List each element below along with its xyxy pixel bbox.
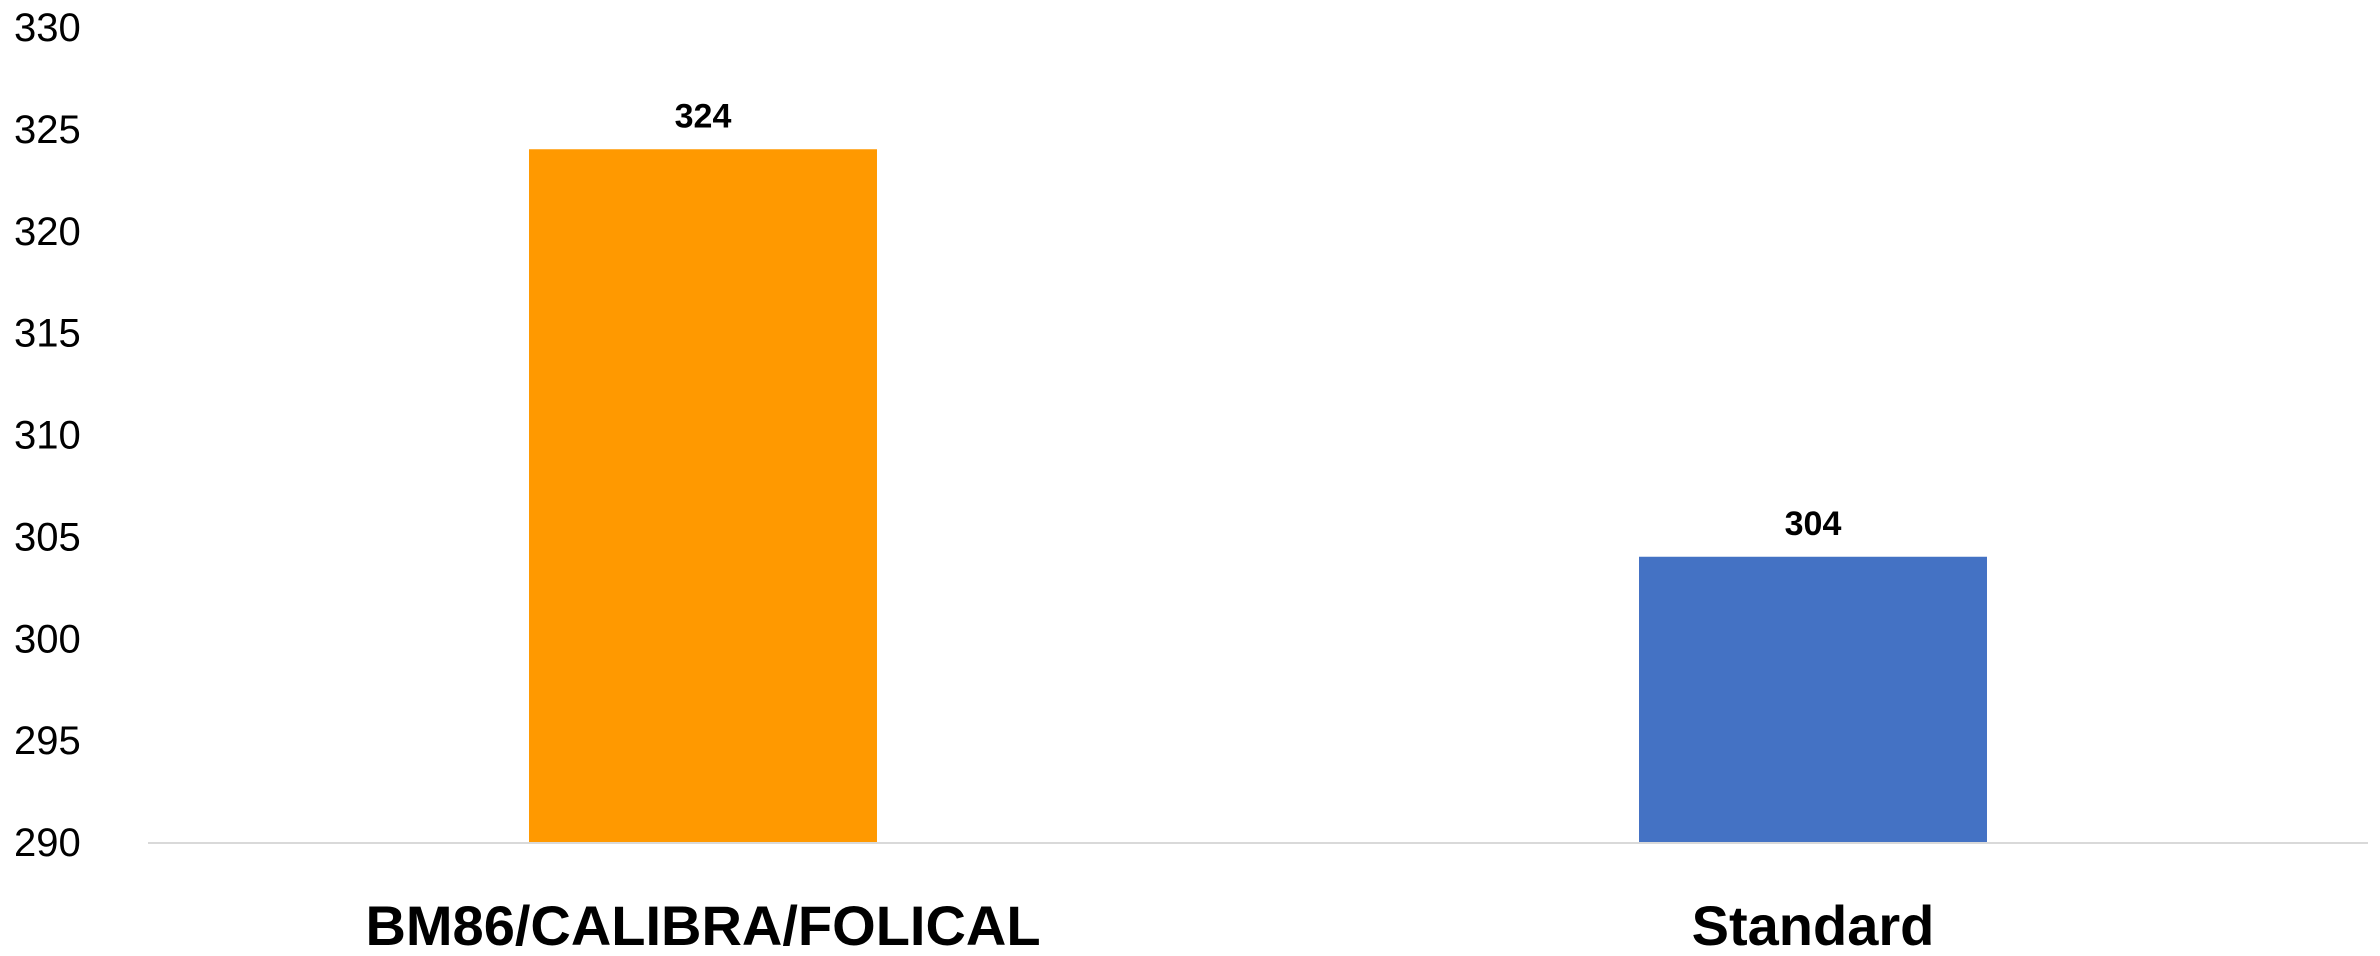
y-axis: 290 295 300 305 310 315 320 325 330 bbox=[14, 6, 81, 865]
x-category-label: BM86/CALIBRA/FOLICAL bbox=[365, 894, 1040, 956]
data-label: 324 bbox=[675, 97, 732, 135]
bar bbox=[1639, 556, 1987, 842]
bars bbox=[529, 149, 1987, 842]
y-tick-label: 305 bbox=[14, 515, 81, 559]
y-tick-label: 330 bbox=[14, 6, 81, 50]
x-axis: BM86/CALIBRA/FOLICAL Standard bbox=[365, 894, 1934, 956]
data-labels: 324 304 bbox=[675, 97, 1842, 543]
data-label: 304 bbox=[1785, 505, 1842, 543]
y-tick-label: 300 bbox=[14, 617, 81, 661]
bar bbox=[529, 149, 877, 842]
y-tick-label: 320 bbox=[14, 210, 81, 254]
y-tick-label: 325 bbox=[14, 108, 81, 152]
x-category-label: Standard bbox=[1692, 894, 1935, 956]
y-tick-label: 295 bbox=[14, 719, 81, 763]
y-tick-label: 315 bbox=[14, 312, 81, 356]
y-tick-label: 310 bbox=[14, 414, 81, 458]
y-tick-label: 290 bbox=[14, 821, 81, 865]
